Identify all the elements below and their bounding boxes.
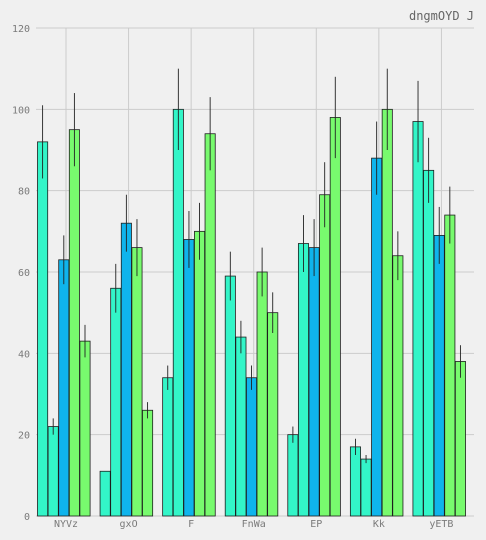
bar [256,271,268,517]
bar [444,214,456,517]
x-tick-label: yETB [429,519,453,530]
bar [183,239,195,517]
x-tick-label: FnWa [242,519,266,530]
y-tick-labels: 0 20 40 60 80 100 120 [12,24,30,523]
x-tick-label: Kk [373,519,385,530]
x-tick-labels: NYVz gxO F FnWa EP Kk yETB [54,519,454,530]
bar [319,194,331,517]
y-tick-label: 80 [18,187,30,198]
y-tick-label: 40 [18,349,30,360]
bar [110,287,122,517]
bar [79,340,91,517]
bar [423,169,435,517]
bar [172,108,184,517]
bar [47,426,59,517]
y-tick-label: 120 [12,24,30,35]
bar [142,409,154,517]
bar [246,377,258,517]
bar [204,133,216,517]
bar [360,458,372,517]
bar [194,230,206,517]
bar [371,157,383,517]
chart-title: dngmOYD J [409,9,474,23]
error-bars [42,68,461,464]
bar [162,377,174,517]
bar [433,234,445,517]
bar [120,222,132,517]
y-tick-label: 60 [18,268,30,279]
bar [412,121,424,517]
bar [308,247,320,517]
bar [224,275,236,517]
x-tick-label: F [188,519,194,530]
bar [381,108,393,517]
bar [58,259,70,517]
x-tick-label: EP [310,519,322,530]
bar [68,129,80,517]
bar [297,243,309,517]
bars [37,108,466,517]
x-tick-label: gxO [120,519,138,530]
bar [131,247,143,517]
y-tick-label: 0 [24,512,30,523]
x-tick-label: NYVz [54,519,78,530]
bar [349,446,361,517]
bar [267,312,279,517]
bar [37,141,49,517]
bar [235,336,247,517]
bar [287,434,299,517]
y-tick-label: 20 [18,431,30,442]
bar [329,117,341,517]
y-tick-label: 100 [12,105,30,116]
bar [454,361,466,517]
bar [392,255,404,517]
bar [99,470,111,517]
